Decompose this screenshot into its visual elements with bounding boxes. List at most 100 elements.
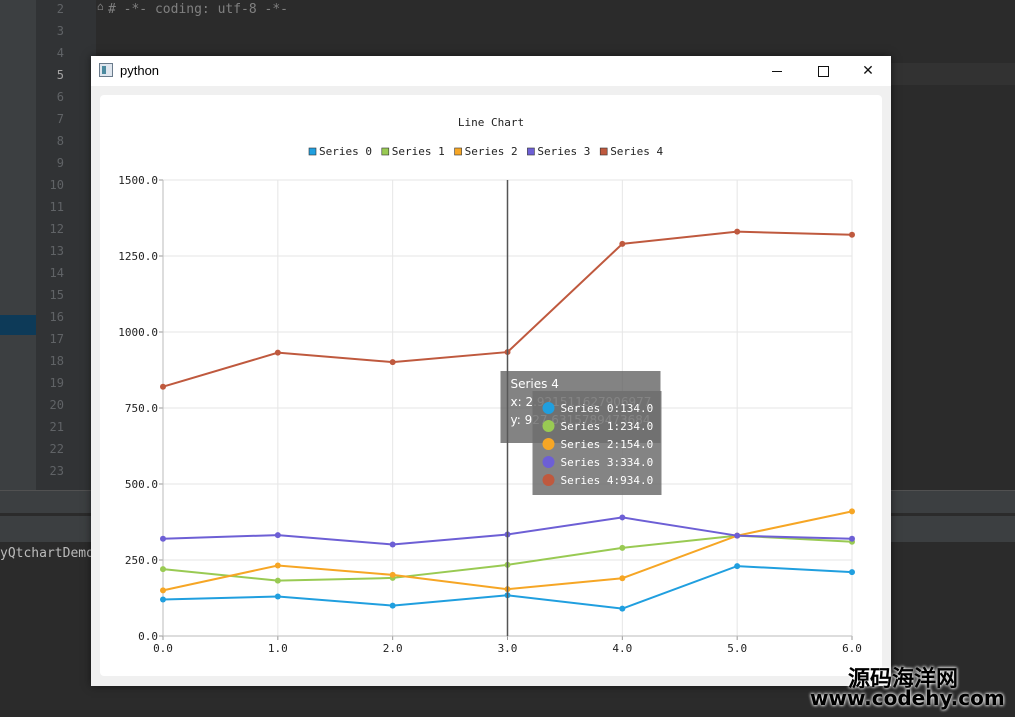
data-point <box>389 541 396 548</box>
line-number: 15 <box>49 288 64 302</box>
fold-icon[interactable]: ⌂ <box>97 0 104 13</box>
line-number: 3 <box>56 24 64 38</box>
line-number: 19 <box>49 376 64 390</box>
x-tick-label: 1.0 <box>268 642 288 655</box>
x-tick-label: 3.0 <box>498 642 518 655</box>
legend-marker <box>599 147 608 156</box>
tooltip-title: Series 4 <box>511 377 559 391</box>
hover-series-value: Series 3:334.0 <box>561 456 654 469</box>
y-tick-label: 1000.0 <box>118 326 158 339</box>
hover-values-box: Series 0:134.0 Series 1:234.0 Series 2:154… <box>532 391 662 495</box>
data-point <box>734 532 741 539</box>
data-point <box>274 562 281 569</box>
hover-series-marker <box>542 420 555 432</box>
window-title-bar[interactable]: python ✕ <box>91 56 891 86</box>
line-number: 12 <box>49 222 64 236</box>
maximize-button[interactable] <box>800 56 846 86</box>
hover-series-marker <box>542 456 555 468</box>
x-tick-label: 5.0 <box>727 642 747 655</box>
chart-view[interactable]: Line Chart Series 0 Series 1 Series 2 Serie… <box>100 95 882 676</box>
watermark-title: 源码海洋网 <box>848 667 959 692</box>
data-point <box>619 575 626 582</box>
data-point <box>734 228 741 235</box>
line-number: 20 <box>49 398 64 412</box>
line-number: 9 <box>56 156 64 170</box>
line-number: 18 <box>49 354 64 368</box>
y-tick-label: 1250.0 <box>118 250 158 263</box>
hover-series-marker <box>542 474 555 486</box>
ide-line-gutter <box>36 0 96 490</box>
ide-code-line[interactable]: # -*- coding: utf-8 -*- <box>108 2 289 17</box>
hover-series-value: Series 1:234.0 <box>561 420 654 433</box>
line-number: 13 <box>49 244 64 258</box>
data-point <box>160 535 166 542</box>
line-number: 8 <box>56 134 64 148</box>
minimize-button[interactable] <box>754 56 800 86</box>
line-number: 7 <box>56 112 64 126</box>
minimize-icon <box>772 70 782 72</box>
x-tick-label: 0.0 <box>153 642 173 655</box>
y-tick-label: 1500.0 <box>118 174 158 187</box>
legend-marker <box>381 147 390 156</box>
data-point <box>160 566 166 573</box>
ide-sidebar-selected-item[interactable] <box>0 315 36 335</box>
maximize-icon <box>817 65 829 77</box>
data-point <box>619 240 626 247</box>
y-tick-label: 500.0 <box>125 478 158 491</box>
chart-axes: 0.0 1.0 2.0 3.0 4.0 5.0 6.0 0.0 250.0 500.0 750.0 1… <box>118 174 862 655</box>
app-window-icon <box>99 63 113 77</box>
window-title: python <box>120 63 160 78</box>
data-point <box>274 349 281 356</box>
line-number: 23 <box>49 464 64 478</box>
ide-console-text: yQtchartDemo <box>0 546 94 561</box>
legend-marker <box>454 147 462 156</box>
data-point <box>389 602 396 609</box>
line-number: 14 <box>49 266 64 280</box>
hover-series-marker <box>542 402 555 414</box>
legend-label: Series 1 <box>392 145 445 158</box>
chart-title: Line Chart <box>458 116 524 129</box>
data-point <box>160 587 166 594</box>
data-point <box>849 231 855 238</box>
ide-project-sidebar <box>0 0 36 490</box>
legend-marker <box>308 147 317 156</box>
legend-label: Series 2 <box>465 145 518 158</box>
y-tick-label: 750.0 <box>125 402 158 415</box>
x-tick-label: 4.0 <box>612 642 632 655</box>
legend-label: Series 4 <box>610 145 663 158</box>
legend-label: Series 3 <box>537 145 590 158</box>
line-chart[interactable]: Line Chart Series 0 Series 1 Series 2 Serie… <box>100 95 882 676</box>
data-point <box>160 596 166 603</box>
data-point <box>160 383 166 390</box>
data-point <box>389 571 396 578</box>
line-number: 16 <box>49 310 64 324</box>
data-point <box>619 514 626 521</box>
hover-series-value: Series 2:154.0 <box>561 438 654 451</box>
line-number: 5 <box>56 68 64 82</box>
line-number: 22 <box>49 442 64 456</box>
line-number: 11 <box>49 200 64 214</box>
line-number: 10 <box>49 178 64 192</box>
close-button[interactable]: ✕ <box>862 63 874 79</box>
hover-series-value: Series 0:134.0 <box>561 402 654 415</box>
data-point <box>619 605 626 612</box>
data-point <box>389 359 396 366</box>
legend-marker <box>527 147 535 156</box>
hover-series-marker <box>542 438 555 450</box>
data-point <box>274 593 281 600</box>
watermark-url: www.codehy.com <box>810 686 1005 710</box>
y-tick-label: 0.0 <box>138 630 158 643</box>
hover-series-value: Series 4:934.0 <box>561 474 654 487</box>
data-point <box>849 569 855 576</box>
python-window[interactable]: python ✕ Line Chart Series 0 Series 1 Seri… <box>91 56 891 686</box>
line-number: 4 <box>56 46 64 60</box>
line-number: 21 <box>49 420 64 434</box>
x-tick-label: 2.0 <box>383 642 403 655</box>
data-point <box>274 577 281 584</box>
x-tick-label: 6.0 <box>842 642 862 655</box>
line-number: 17 <box>49 332 64 346</box>
y-tick-label: 250.0 <box>125 554 158 567</box>
data-point <box>274 532 281 539</box>
legend-label: Series 0 <box>319 145 372 158</box>
data-point <box>849 535 855 542</box>
